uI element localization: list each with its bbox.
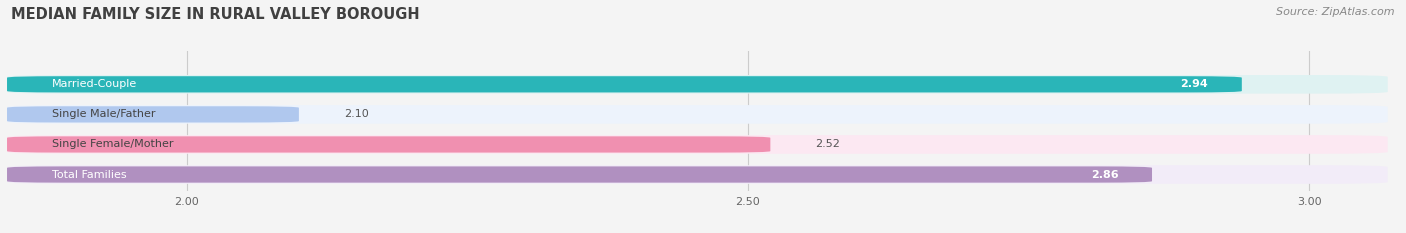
Text: 2.86: 2.86 <box>1091 170 1118 179</box>
Text: Source: ZipAtlas.com: Source: ZipAtlas.com <box>1277 7 1395 17</box>
FancyBboxPatch shape <box>7 106 299 123</box>
FancyBboxPatch shape <box>7 165 1388 184</box>
Text: 2.10: 2.10 <box>344 110 368 119</box>
FancyBboxPatch shape <box>7 75 1388 94</box>
FancyBboxPatch shape <box>7 135 1388 154</box>
Text: 2.94: 2.94 <box>1181 79 1208 89</box>
FancyBboxPatch shape <box>7 105 1388 124</box>
Text: Single Female/Mother: Single Female/Mother <box>52 140 173 149</box>
FancyBboxPatch shape <box>7 136 770 153</box>
Text: 2.52: 2.52 <box>815 140 841 149</box>
Text: Married-Couple: Married-Couple <box>52 79 138 89</box>
FancyBboxPatch shape <box>7 76 1241 93</box>
Text: MEDIAN FAMILY SIZE IN RURAL VALLEY BOROUGH: MEDIAN FAMILY SIZE IN RURAL VALLEY BOROU… <box>11 7 420 22</box>
Text: Single Male/Father: Single Male/Father <box>52 110 156 119</box>
Text: Total Families: Total Families <box>52 170 127 179</box>
FancyBboxPatch shape <box>7 166 1152 183</box>
